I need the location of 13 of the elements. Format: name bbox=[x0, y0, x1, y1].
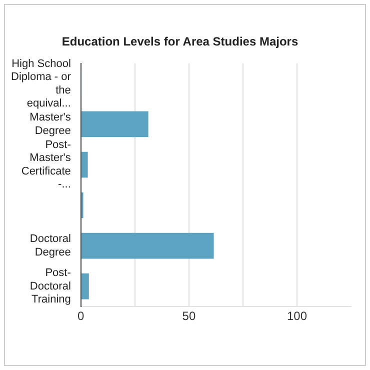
y-tick-label: Master's Degree bbox=[30, 112, 72, 137]
bar bbox=[81, 232, 214, 259]
x-tick-label: 50 bbox=[182, 309, 196, 324]
y-tick-label: High School Diploma - or the equival... bbox=[11, 58, 72, 110]
bar bbox=[81, 152, 88, 178]
x-tick-label: 100 bbox=[286, 309, 308, 324]
y-tick-label: Post-Doctoral Training bbox=[30, 267, 72, 306]
bar bbox=[81, 273, 89, 300]
chart-title: Education Levels for Area Studies Majors bbox=[62, 34, 298, 49]
bar bbox=[81, 111, 148, 138]
y-tick-label: Doctoral Degree bbox=[30, 233, 71, 258]
y-tick-label: Post-Master's Certificate -... bbox=[21, 138, 72, 191]
x-tick-label: 0 bbox=[78, 309, 85, 324]
